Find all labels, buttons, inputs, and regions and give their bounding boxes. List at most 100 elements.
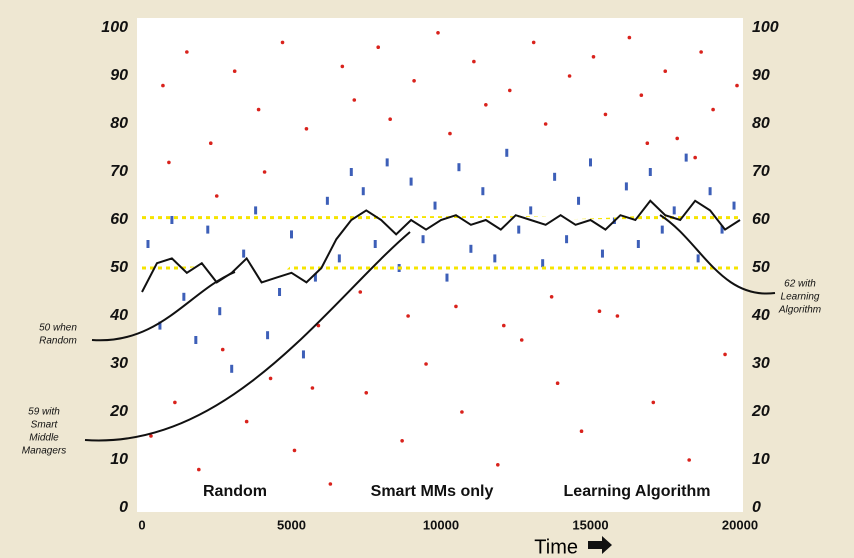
y2-tick-label: 80 <box>752 115 770 132</box>
arrow-icon <box>588 536 612 554</box>
y2-tick-label: 60 <box>752 211 770 228</box>
scatter-dash <box>182 292 186 301</box>
scatter-dash <box>457 163 461 172</box>
scatter-point <box>208 141 213 145</box>
scatter-dash <box>337 254 341 263</box>
scatter-point <box>501 323 506 328</box>
annotation: Smart <box>31 420 59 431</box>
scatter-point <box>472 59 476 64</box>
scatter-dash <box>708 187 712 196</box>
y-tick-label: 20 <box>109 403 128 420</box>
annotation: 59 with <box>28 407 60 418</box>
y-tick-label: 50 <box>110 259 128 276</box>
scatter-dash <box>648 168 652 176</box>
scatter-point <box>268 376 273 381</box>
scatter-dash <box>517 225 521 234</box>
scatter-dash <box>493 254 497 263</box>
scatter-point <box>376 45 381 49</box>
scatter-point <box>197 467 201 472</box>
scatter-dash <box>290 230 293 239</box>
scatter-point <box>388 117 392 121</box>
scatter-point <box>340 64 345 69</box>
scatter-point <box>352 98 357 102</box>
scatter-dash <box>206 225 210 234</box>
y-tick-label: 40 <box>109 307 128 324</box>
scatter-dash <box>254 206 258 215</box>
scatter-point <box>699 50 703 54</box>
annotation: Learning <box>781 292 820 303</box>
annotation: Random <box>39 336 77 347</box>
scatter-point <box>220 347 225 352</box>
scatter-dash <box>170 216 174 224</box>
scatter-point <box>639 93 644 97</box>
y-tick-label: 30 <box>110 355 128 372</box>
scatter-dash <box>158 321 162 330</box>
scatter-point <box>693 155 697 160</box>
plot-area <box>137 18 743 512</box>
scatter-point <box>406 314 410 318</box>
scatter-point <box>549 295 554 299</box>
y2-tick-label: 50 <box>752 259 770 276</box>
scatter-point <box>424 362 428 366</box>
scatter-point <box>687 458 691 462</box>
y2-tick-label: 10 <box>752 451 770 468</box>
scatter-point <box>328 482 333 486</box>
scatter-dash <box>361 187 365 196</box>
y2-tick-label: 40 <box>751 307 770 324</box>
scatter-point <box>675 136 680 141</box>
scatter-dash <box>266 331 270 340</box>
x-tick-label: 15000 <box>572 517 608 532</box>
scatter-point <box>454 304 458 309</box>
scatter-dash <box>146 240 150 248</box>
scatter-point <box>519 338 524 342</box>
scatter-dash <box>373 240 377 248</box>
region-label: Smart MMs only <box>371 483 494 500</box>
scatter-point <box>663 69 668 73</box>
scatter-point <box>735 83 739 88</box>
scatter-dash <box>565 235 569 244</box>
scatter-point <box>280 40 285 45</box>
scatter-point <box>603 112 608 117</box>
scatter-dash <box>421 235 425 244</box>
scatter-point <box>232 69 237 73</box>
y2-tick-label: 30 <box>752 355 770 372</box>
scatter-point <box>256 107 261 112</box>
scatter-point <box>149 434 153 438</box>
scatter-dash <box>589 158 592 167</box>
scatter-point <box>615 314 620 318</box>
scatter-point <box>167 160 171 165</box>
y-tick-label: 90 <box>110 67 128 84</box>
scatter-point <box>507 88 512 93</box>
scatter-dash <box>194 336 198 344</box>
x-tick-label: 0 <box>138 517 145 532</box>
y-tick-label: 0 <box>119 499 128 516</box>
y-tick-label: 70 <box>110 163 128 180</box>
scatter-dash <box>636 240 640 248</box>
scatter-point <box>185 50 189 54</box>
annotation-connector <box>91 271 236 342</box>
scatter-point <box>436 31 440 35</box>
scatter-point <box>531 40 536 45</box>
scatter-point <box>645 141 650 145</box>
scatter-point <box>244 419 249 424</box>
scatter-point <box>310 386 315 390</box>
scatter-point <box>304 127 309 131</box>
scatter-point <box>651 400 656 405</box>
scatter-point <box>579 429 584 434</box>
scatter-point <box>627 35 632 40</box>
y2-tick-label: 0 <box>752 499 761 516</box>
scatter-point <box>591 55 596 59</box>
annotation: 62 with <box>784 279 816 290</box>
scatter-point <box>412 79 416 83</box>
scatter-dash <box>660 225 664 234</box>
scatter-dash <box>433 201 437 210</box>
scatter-point <box>711 107 715 112</box>
scatter-point <box>316 323 321 328</box>
scatter-dash <box>218 307 222 316</box>
scatter-dash <box>577 196 581 205</box>
scatter-point <box>484 103 488 107</box>
x-tick-label: 20000 <box>722 517 758 532</box>
scatter-point <box>161 83 165 88</box>
scatter-point <box>358 290 363 294</box>
x-tick-label: 10000 <box>423 517 459 532</box>
